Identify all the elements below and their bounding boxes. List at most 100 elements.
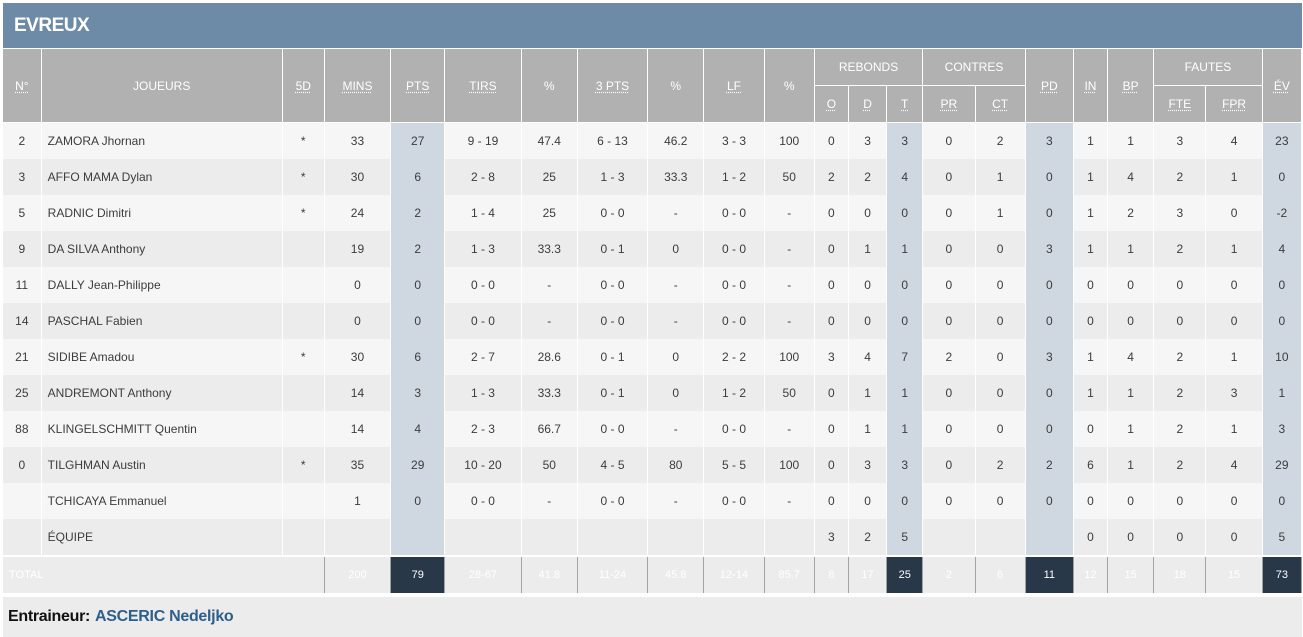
col-fautes-fte[interactable]: FTE <box>1153 85 1207 123</box>
player-pd: 3 <box>1025 339 1074 375</box>
player-reb-o: 0 <box>814 411 849 447</box>
player-lf: 0 - 0 <box>703 195 765 231</box>
player-name-link[interactable]: TILGHMAN Austin <box>41 447 283 483</box>
player-number[interactable]: 2 <box>3 122 42 159</box>
player-name-link[interactable]: SIDIBE Amadou <box>41 339 283 375</box>
player-three-pct: - <box>647 483 705 519</box>
col-contres-pr[interactable]: PR <box>922 85 976 123</box>
player-tirs: 0 - 0 <box>444 267 522 303</box>
player-number <box>3 483 42 519</box>
player-pd: 2 <box>1025 447 1074 483</box>
player-mins: 0 <box>324 303 392 339</box>
player-reb-o: 0 <box>814 195 849 231</box>
player-bp: 1 <box>1107 375 1155 411</box>
player-bp: 4 <box>1107 339 1155 375</box>
team-name: EVREUX <box>14 14 90 36</box>
player-reb-d: 2 <box>848 519 888 555</box>
player-tirs-pct: 47.4 <box>521 122 578 159</box>
col-contres-ct[interactable]: CT <box>975 85 1026 123</box>
player-reb-d: 0 <box>848 483 888 519</box>
col-three[interactable]: 3 PTS <box>577 49 649 123</box>
player-reb-d: 1 <box>848 375 888 411</box>
col-lf[interactable]: LF <box>703 49 765 123</box>
player-tirs: 10 - 20 <box>444 447 522 483</box>
player-bp: 1 <box>1107 447 1155 483</box>
player-contres-ct: 0 <box>975 303 1026 339</box>
starter-mark: * <box>282 447 325 483</box>
player-three-pct: 46.2 <box>647 122 705 159</box>
player-fte: 0 <box>1153 519 1207 555</box>
table-row: 3 AFFO MAMA Dylan * 30 6 2 - 8 25 1 - 3 33.3 1 - … <box>3 159 1303 195</box>
col-ev[interactable]: ÉV <box>1262 49 1303 123</box>
table-row: 11 DALLY Jean-Philippe 0 0 0 - 0-0 - 0-0 - 0… <box>3 267 1303 303</box>
player-lf-pct: 50 <box>764 375 815 411</box>
col-num[interactable]: N° <box>3 49 42 123</box>
player-contres-ct: 1 <box>975 195 1026 231</box>
col-bp[interactable]: BP <box>1107 49 1155 123</box>
player-ev: 0 <box>1262 483 1303 519</box>
player-number[interactable]: 9 <box>3 231 42 267</box>
player-in: 0 <box>1073 519 1109 555</box>
player-contres-pr: 0 <box>922 122 976 159</box>
player-pd: 0 <box>1025 267 1074 303</box>
player-tirs: 1 - 3 <box>444 375 522 411</box>
player-reb-d: 0 <box>848 303 888 339</box>
player-number[interactable]: 21 <box>3 339 42 375</box>
player-ev: 3 <box>1262 411 1303 447</box>
player-three-pct <box>647 519 705 555</box>
player-name-link[interactable]: PASCHAL Fabien <box>41 303 283 339</box>
player-tirs-pct: 66.7 <box>521 411 578 447</box>
player-contres-ct: 0 <box>975 483 1026 519</box>
player-name-link[interactable]: DALLY Jean-Philippe <box>41 267 283 303</box>
player-pts <box>390 519 446 555</box>
col-fautes-fpr[interactable]: FPR <box>1205 85 1263 123</box>
coach-name-link[interactable]: ASCERIC Nedeljko <box>95 608 234 625</box>
col-reb-d[interactable]: D <box>848 85 888 123</box>
player-three: 0 - 0 <box>577 483 649 519</box>
col-tirs[interactable]: TIRS <box>444 49 522 123</box>
player-ev: 29 <box>1262 447 1303 483</box>
player-number[interactable]: 11 <box>3 267 42 303</box>
player-name-link[interactable]: KLINGELSCHMITT Quentin <box>41 411 283 447</box>
player-name-link[interactable]: RADNIC Dimitri <box>41 195 283 231</box>
total-fte: 18 <box>1153 557 1207 593</box>
player-three-pct: 80 <box>647 447 705 483</box>
player-lf-pct: - <box>764 303 815 339</box>
player-name-link[interactable]: ZAMORA Jhornan <box>41 122 283 159</box>
boxscore-table: N° JOUEURS 5D MINS PTS TIRS % 3 PTS % LF… <box>3 49 1303 593</box>
player-name-link[interactable]: ANDREMONT Anthony <box>41 375 283 411</box>
player-reb-d: 0 <box>848 267 888 303</box>
total-pts: 79 <box>390 557 446 593</box>
player-three-pct: 0 <box>647 231 705 267</box>
col-reb-t[interactable]: T <box>886 85 924 123</box>
col-pts[interactable]: PTS <box>390 49 446 123</box>
player-number[interactable]: 14 <box>3 303 42 339</box>
player-name-link[interactable]: DA SILVA Anthony <box>41 231 283 267</box>
starter-mark: * <box>282 195 325 231</box>
player-number[interactable]: 5 <box>3 195 42 231</box>
starter-mark <box>282 519 325 555</box>
player-mins: 14 <box>324 375 392 411</box>
player-reb-t: 0 <box>886 267 924 303</box>
player-number[interactable]: 3 <box>3 159 42 195</box>
player-three: 0 - 0 <box>577 411 649 447</box>
player-reb-o: 0 <box>814 122 849 159</box>
col-pd[interactable]: PD <box>1025 49 1074 123</box>
player-contres-ct: 0 <box>975 411 1026 447</box>
player-number[interactable]: 25 <box>3 375 42 411</box>
col-five[interactable]: 5D <box>282 49 325 123</box>
col-mins[interactable]: MINS <box>324 49 392 123</box>
player-ev: 0 <box>1262 303 1303 339</box>
col-in[interactable]: IN <box>1073 49 1109 123</box>
player-name-link[interactable]: AFFO MAMA Dylan <box>41 159 283 195</box>
player-name-link[interactable]: ÉQUIPE <box>41 519 283 555</box>
player-three-pct: 0 <box>647 339 705 375</box>
player-ev: 0 <box>1262 159 1303 195</box>
player-name-link[interactable]: TCHICAYA Emmanuel <box>41 483 283 519</box>
player-number[interactable]: 88 <box>3 411 42 447</box>
player-tirs: 2 - 8 <box>444 159 522 195</box>
player-number[interactable]: 0 <box>3 447 42 483</box>
col-reb-o[interactable]: O <box>814 85 849 123</box>
player-fte: 0 <box>1153 303 1207 339</box>
player-contres-pr: 0 <box>922 483 976 519</box>
